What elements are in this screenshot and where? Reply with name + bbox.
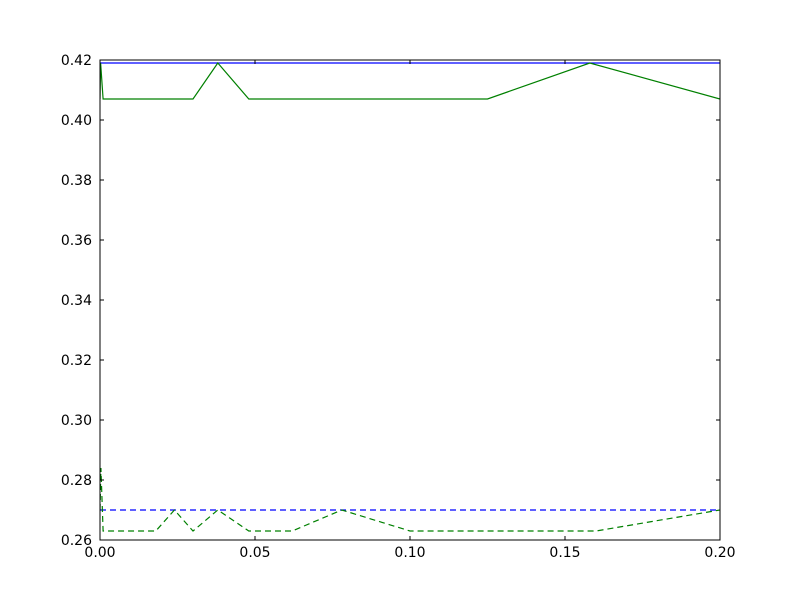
y-tick-label: 0.26	[61, 533, 92, 549]
y-tick-label: 0.42	[61, 53, 92, 69]
x-tick-label: 0.20	[704, 545, 735, 561]
series-line-2	[100, 62, 720, 100]
x-tick-label: 0.05	[239, 545, 270, 561]
series-layer	[100, 62, 720, 532]
y-tick-label: 0.34	[61, 293, 92, 309]
x-tick-label: 0.00	[84, 545, 115, 561]
y-tick-label: 0.28	[61, 473, 92, 489]
y-tick-label: 0.36	[61, 233, 92, 249]
x-tick-label: 0.15	[549, 545, 580, 561]
tick-labels-layer: 0.00 0.05 0.10 0.15 0.20 0.26 0.28 0.30 0.32 0.34…	[61, 53, 736, 561]
y-tick-label: 0.40	[61, 113, 92, 129]
x-tick-label: 0.10	[394, 545, 425, 561]
y-tick-label: 0.38	[61, 173, 92, 189]
plot-frame	[99, 59, 721, 541]
y-tick-label: 0.32	[61, 353, 92, 369]
y-tick-label: 0.30	[61, 413, 92, 429]
series-line-4	[100, 467, 720, 532]
